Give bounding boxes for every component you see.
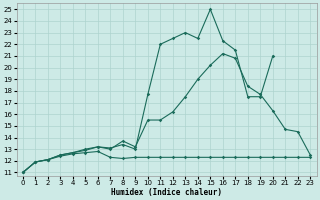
X-axis label: Humidex (Indice chaleur): Humidex (Indice chaleur) xyxy=(111,188,222,197)
